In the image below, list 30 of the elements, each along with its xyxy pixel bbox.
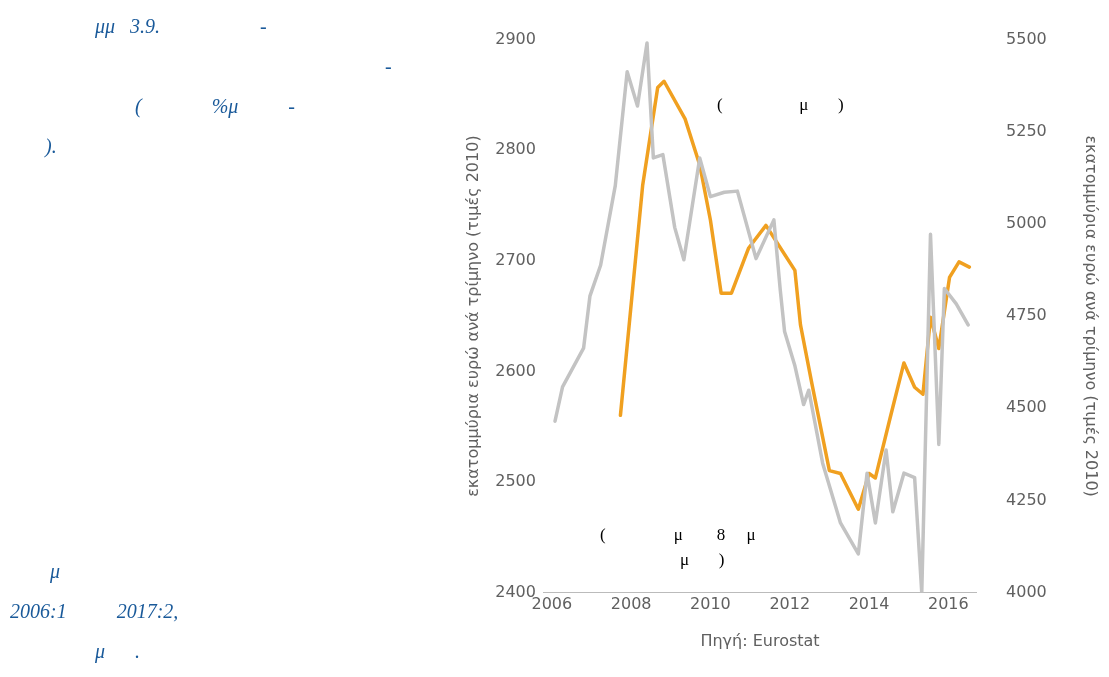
x-tick-label: 2012 — [769, 594, 811, 614]
y-tick-label: 2600 — [495, 360, 536, 380]
text: ( %μ - — [135, 95, 296, 118]
text: ). — [45, 135, 57, 158]
y-axis-title: εκατομμύρια ευρώ ανά τρίμηνο (τιμές 2010) — [462, 135, 482, 497]
x-tick-label: 2008 — [610, 594, 652, 614]
annotation: μ ) — [680, 550, 725, 570]
y2-tick-label: 5250 — [1006, 120, 1047, 140]
y-tick-label: 2800 — [495, 139, 536, 159]
text: μ . — [95, 640, 141, 663]
y2-tick-label: 5000 — [1006, 213, 1047, 233]
text: - — [385, 55, 392, 78]
annotation: ( μ 8 μ — [600, 525, 756, 545]
x-tick-label: 2010 — [690, 594, 731, 614]
y2-tick-label: 5500 — [1006, 28, 1047, 48]
y-tick-label: 2500 — [495, 471, 536, 491]
y2-tick-label: 4500 — [1006, 397, 1047, 417]
x-axis-title: Πηγή: Eurostat — [700, 630, 820, 650]
y-tick-label: 2900 — [495, 28, 536, 48]
annotation: ( μ ) — [717, 95, 844, 115]
y-tick-label: 2700 — [495, 249, 536, 269]
y2-tick-label: 4750 — [1006, 305, 1047, 325]
x-tick-label: 2016 — [927, 594, 969, 614]
text: μ — [50, 560, 61, 583]
y2-tick-label: 4000 — [1006, 581, 1047, 601]
text: 2006:1 2017:2, — [10, 600, 179, 623]
text: μμ 3.9. - — [95, 15, 267, 38]
y2-axis-title: εκατομμύρια ευρώ ανά τρίμηνο (τιμές 2010) — [1082, 135, 1102, 497]
y2-tick-label: 4250 — [1006, 489, 1047, 509]
x-tick-label: 2014 — [848, 594, 890, 614]
